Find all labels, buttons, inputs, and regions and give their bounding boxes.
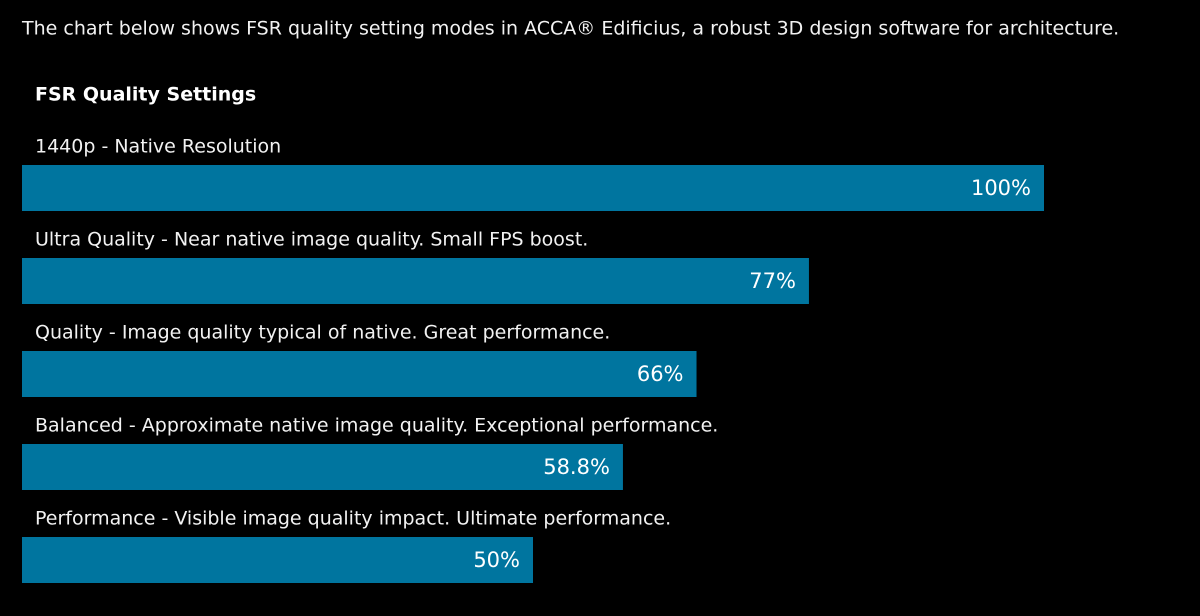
- value-label: 77%: [749, 269, 796, 293]
- value-label: 66%: [637, 362, 684, 386]
- value-label: 58.8%: [543, 455, 610, 479]
- intro-text: The chart below shows FSR quality settin…: [21, 18, 1119, 40]
- category-label: Ultra Quality - Near native image qualit…: [35, 229, 588, 251]
- category-label: Balanced - Approximate native image qual…: [35, 415, 718, 437]
- chart-title: FSR Quality Settings: [35, 84, 256, 106]
- bar: [22, 351, 697, 397]
- bar: [22, 258, 809, 304]
- value-label: 100%: [971, 176, 1031, 200]
- category-label: Quality - Image quality typical of nativ…: [35, 322, 610, 344]
- category-label: 1440p - Native Resolution: [35, 136, 281, 158]
- bar: [22, 537, 533, 583]
- bar: [22, 165, 1044, 211]
- category-label: Performance - Visible image quality impa…: [35, 508, 671, 530]
- value-label: 50%: [473, 548, 520, 572]
- bar: [22, 444, 623, 490]
